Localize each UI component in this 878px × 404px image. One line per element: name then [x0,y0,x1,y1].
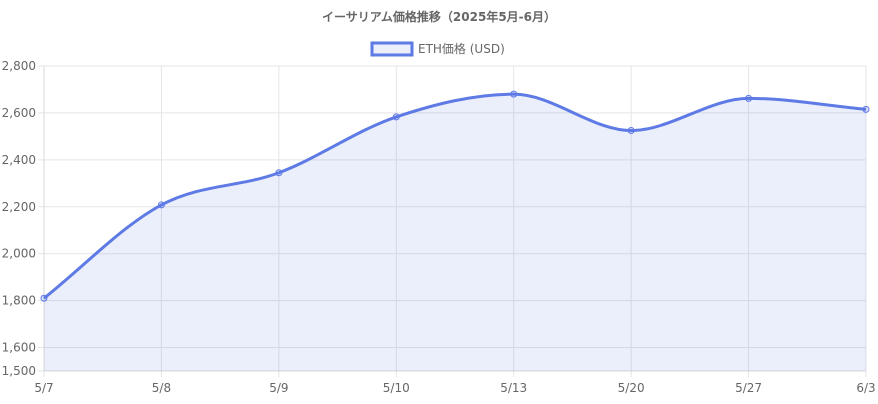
y-tick-label: 2,800 [2,59,36,73]
x-tick-label: 5/10 [383,381,410,395]
y-tick-label: 1,500 [2,364,36,378]
legend-swatch[interactable] [370,41,414,57]
x-tick-label: 5/7 [34,381,53,395]
y-tick-label: 2,200 [2,200,36,214]
x-tick-label: 5/8 [152,381,171,395]
x-tick-label: 5/9 [269,381,288,395]
x-tick-label: 6/3 [856,381,875,395]
data-point[interactable] [510,90,518,98]
x-axis: 5/7 5/8 5/9 5/10 5/13 5/20 5/27 6/3 [34,381,875,395]
legend[interactable]: ETH価格 (USD) [370,41,505,57]
y-tick-label: 2,000 [2,247,36,261]
data-point[interactable] [862,105,870,113]
y-axis: 1,500 1,600 1,800 2,000 2,200 2,400 2,600 2,800 [2,59,36,378]
data-point[interactable] [627,127,635,135]
legend-label[interactable]: ETH価格 (USD) [418,41,505,56]
data-point[interactable] [745,94,753,102]
series-area-fill [44,94,866,372]
y-tick-label: 1,600 [2,341,36,355]
y-tick-label: 2,400 [2,153,36,167]
y-tick-label: 1,800 [2,294,36,308]
x-tick-label: 5/20 [618,381,645,395]
x-tick-label: 5/13 [500,381,527,395]
x-tick-label: 5/27 [735,381,762,395]
series-layer [40,90,870,372]
series-line [43,92,867,300]
data-point[interactable] [40,294,48,302]
data-point[interactable] [275,169,283,177]
data-point[interactable] [392,113,400,121]
data-point[interactable] [157,201,165,209]
chart-title: イーサリアム価格推移（2025年5月-6月） [322,9,556,24]
y-tick-label: 2,600 [2,106,36,120]
